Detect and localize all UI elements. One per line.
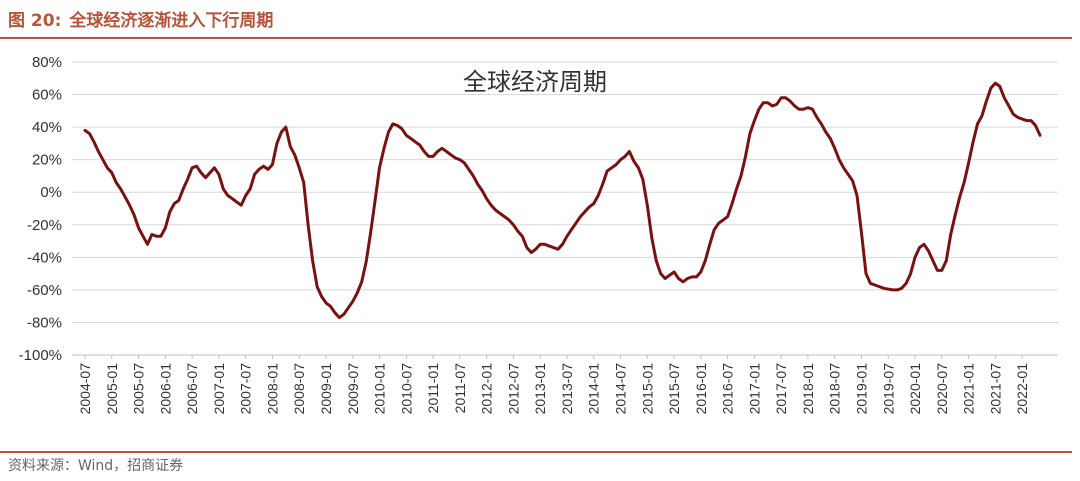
x-tick-label: 2014-01 <box>586 363 602 415</box>
y-tick-label: 40% <box>32 119 62 136</box>
figure-header: 图 20: 全球经济逐渐进入下行周期 <box>8 6 273 36</box>
x-tick-label: 2013-07 <box>559 363 575 415</box>
x-tick-label: 2015-07 <box>666 363 682 415</box>
x-tick-label: 2019-07 <box>880 363 896 415</box>
chart-title: 全球经济周期 <box>463 68 607 96</box>
x-tick-label: 2010-07 <box>398 363 414 415</box>
x-tick-label: 2011-01 <box>425 363 441 414</box>
x-tick-label: 2008-01 <box>264 363 280 415</box>
y-tick-label: -80% <box>27 314 62 331</box>
x-tick-label: 2018-07 <box>827 363 843 415</box>
x-tick-label: 2013-01 <box>532 363 548 415</box>
x-tick-label: 2011-07 <box>452 363 468 414</box>
x-tick-label: 2004-07 <box>77 363 93 415</box>
x-tick-label: 2020-01 <box>907 363 923 415</box>
x-tick-label: 2006-01 <box>157 363 173 415</box>
y-tick-label: 0% <box>40 184 62 201</box>
x-tick-label: 2010-01 <box>372 363 388 415</box>
x-tick-label: 2014-07 <box>613 363 629 415</box>
x-tick-label: 2009-01 <box>318 363 334 415</box>
line-chart: 80% 60% 40% 20% 0% -20% -40% -60% -80% -100% 2004… <box>19 54 1058 414</box>
y-tick-label: -100% <box>19 347 62 364</box>
y-tick-label: -40% <box>27 249 62 266</box>
x-tick-label: 2009-07 <box>345 363 361 415</box>
x-tick-label: 2005-07 <box>131 363 147 415</box>
x-tick-label: 2007-07 <box>238 363 254 415</box>
x-tick-label: 2017-07 <box>773 363 789 415</box>
x-tick-label: 2012-07 <box>505 363 521 415</box>
gridlines <box>72 61 1058 356</box>
y-axis: 80% 60% 40% 20% 0% -20% -40% -60% -80% -100% <box>19 54 62 364</box>
y-tick-label: 60% <box>32 87 62 104</box>
source-note: 资料来源：Wind，招商证券 <box>8 458 184 474</box>
x-tick-label: 2017-01 <box>746 363 762 415</box>
footer-rule <box>0 451 1072 453</box>
series-line <box>83 81 1042 320</box>
x-tick-label: 2018-01 <box>800 363 816 415</box>
x-tick-label: 2021-07 <box>987 363 1003 415</box>
y-tick-label: -20% <box>27 217 62 234</box>
x-tick-label: 2007-01 <box>211 363 227 415</box>
figure-number: 图 20: <box>8 11 62 31</box>
x-axis: 2004-07 2005-01 2005-07 2006-01 2006-07 2007-… <box>77 355 1030 414</box>
x-tick-label: 2020-07 <box>934 363 950 415</box>
x-tick-label: 2006-07 <box>184 363 200 415</box>
x-tick-label: 2012-01 <box>479 363 495 415</box>
x-tick-label: 2022-01 <box>1014 363 1030 415</box>
x-tick-label: 2016-07 <box>720 363 736 415</box>
header-rule <box>0 37 1072 39</box>
y-tick-label: -60% <box>27 282 62 299</box>
x-tick-label: 2015-01 <box>639 363 655 415</box>
x-tick-label: 2019-01 <box>853 363 869 415</box>
x-tick-label: 2016-01 <box>693 363 709 415</box>
figure-title: 全球经济逐渐进入下行周期 <box>69 11 274 31</box>
x-tick-label: 2021-01 <box>961 363 977 415</box>
x-tick-label: 2005-01 <box>104 363 120 415</box>
y-tick-label: 20% <box>32 152 62 169</box>
series-layer <box>83 81 1042 320</box>
y-tick-label: 80% <box>32 54 62 71</box>
x-tick-label: 2008-07 <box>291 363 307 415</box>
